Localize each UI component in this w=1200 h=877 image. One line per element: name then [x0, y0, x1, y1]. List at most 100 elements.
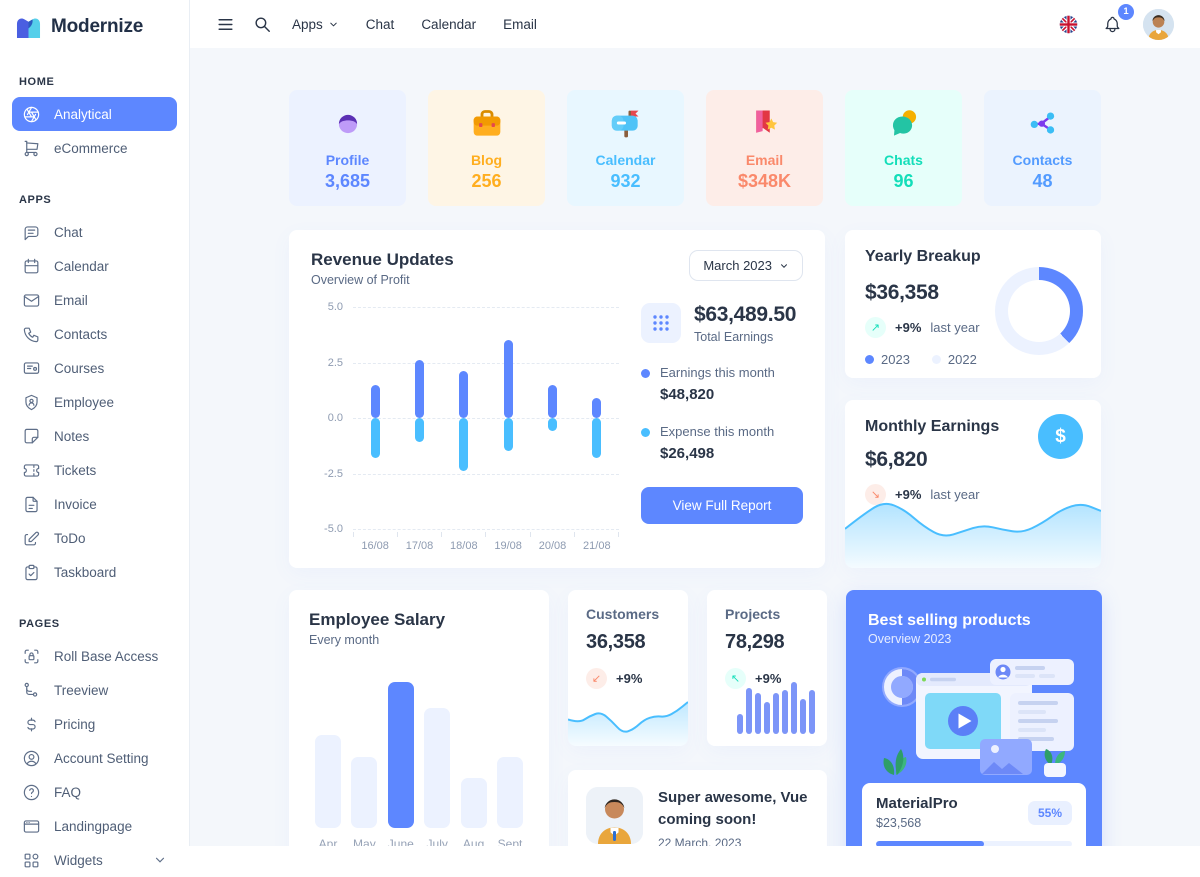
legend-item: Earnings this month $48,820 [641, 365, 803, 403]
product-row: MaterialPro $23,568 55% [876, 795, 1072, 830]
brand-logo[interactable]: Modernize [0, 0, 189, 39]
earnings-bar [503, 340, 513, 418]
x-axis-ticks [353, 532, 619, 537]
sidebar-item-label: Employee [54, 394, 115, 410]
stat-card-email[interactable]: Email $348K [706, 90, 823, 206]
employee-salary-column-sept: Sept [496, 757, 523, 846]
x-axis-tick-label: 18/08 [450, 540, 478, 552]
delta-value: +9% [616, 671, 643, 686]
earnings-bar [414, 360, 424, 418]
stat-card-profile[interactable]: Profile 3,685 [289, 90, 406, 206]
view-full-report-button[interactable]: View Full Report [641, 487, 803, 524]
mailbox-icon [606, 104, 646, 144]
period-select[interactable]: March 2023 [689, 250, 803, 281]
stat-card-calendar[interactable]: Calendar 932 [567, 90, 684, 206]
axis-tick [573, 532, 575, 537]
card-title: Monthly Earnings [865, 418, 1000, 435]
projects-bar [755, 693, 761, 734]
customers-card: Customers 36,358 ↙ +9% [568, 590, 688, 746]
sidebar-item-treeview[interactable]: Treeview [12, 673, 177, 707]
user-avatar[interactable] [1143, 8, 1174, 40]
sidebar-item-ecommerce[interactable]: eCommerce [12, 131, 177, 165]
chat-bubbles-icon [884, 104, 924, 144]
axis-tick [353, 532, 354, 537]
sidebar-item-contacts[interactable]: Contacts [12, 317, 177, 351]
revenue-updates-card: Revenue Updates Overview of Profit March… [289, 230, 825, 568]
sidebar-item-email[interactable]: Email [12, 283, 177, 317]
sidebar-nav: HOME Analytical eCommerce APPS Chat Calendar E… [0, 76, 189, 877]
topbar-link-email[interactable]: Email [503, 16, 537, 32]
uk-flag-icon[interactable] [1055, 11, 1082, 38]
sidebar-item-widgets[interactable]: Widgets [12, 843, 177, 877]
sidebar-item-roll-base-access[interactable]: Roll Base Access [12, 639, 177, 673]
stat-card-blog[interactable]: Blog 256 [428, 90, 545, 206]
sidebar-item-todo[interactable]: ToDo [12, 521, 177, 555]
employee-salary-bar-chart: Apr May June July Aug Sept [309, 673, 529, 846]
sidebar-item-label: Pricing [54, 716, 96, 732]
mail-icon [23, 293, 40, 307]
salary-bar [351, 757, 378, 828]
projects-bar [764, 702, 770, 734]
sidebar-item-landingpage[interactable]: Landingpage [12, 809, 177, 843]
row-three: Employee Salary Every month Apr May June Ju… [289, 590, 1102, 846]
sidebar-item-notes[interactable]: Notes [12, 419, 177, 453]
sidebar-item-courses[interactable]: Courses [12, 351, 177, 385]
currency-dollar-icon: $ [1038, 414, 1083, 459]
search-icon[interactable] [249, 11, 276, 38]
card-title: Best selling products [868, 612, 1031, 629]
message-icon [24, 225, 39, 240]
employee-salary-column-july: July [424, 708, 451, 846]
salary-bar [460, 778, 487, 828]
stat-card-contacts[interactable]: Contacts 48 [984, 90, 1101, 206]
sidebar-item-invoice[interactable]: Invoice [12, 487, 177, 521]
menu-icon[interactable] [212, 11, 239, 38]
row-two: Revenue Updates Overview of Profit March… [289, 230, 1101, 568]
projects-bar [746, 688, 752, 734]
topbar-link-apps[interactable]: Apps [292, 17, 339, 32]
share-network-icon [1024, 104, 1062, 144]
sidebar-item-label: Invoice [54, 496, 97, 512]
sidebar-item-label: Calendar [54, 258, 109, 274]
projects-bar [737, 714, 743, 734]
x-axis-tick-label: 16/08 [361, 540, 389, 552]
earnings-bar [592, 398, 602, 418]
note-icon [24, 428, 39, 443]
y-axis-tick-label: 0.0 [327, 412, 343, 424]
legend-dot-icon [641, 428, 650, 437]
product-text: MaterialPro $23,568 [876, 795, 958, 830]
topbar-link-calendar[interactable]: Calendar [421, 16, 477, 32]
revenue-column-17-08 [414, 307, 424, 529]
projects-delta-row: ↖ +9% [725, 668, 809, 689]
yearly-legend: 2023 2022 [865, 352, 1081, 367]
stat-card-label: Email [745, 152, 784, 168]
stat-card-chats[interactable]: Chats 96 [845, 90, 962, 206]
sidebar-item-chat[interactable]: Chat [12, 215, 177, 249]
legend-item-2022: 2022 [931, 352, 977, 367]
sidebar-item-pricing[interactable]: Pricing [12, 707, 177, 741]
sidebar-item-taskboard[interactable]: Taskboard [12, 555, 177, 589]
modernize-logo-icon [15, 15, 42, 39]
legend-dot-icon [865, 355, 874, 364]
lock-access-icon [24, 649, 39, 663]
sidebar-item-label: Account Setting [54, 750, 149, 766]
sidebar-item-faq[interactable]: FAQ [12, 775, 177, 809]
sidebar-section-title: PAGES [19, 618, 60, 630]
sidebar-item-calendar[interactable]: Calendar [12, 249, 177, 283]
sidebar-item-label: Chat [54, 224, 83, 240]
total-earnings-value: $63,489.50 [694, 303, 797, 326]
components-icon [24, 853, 39, 867]
user-icon [329, 104, 367, 144]
sidebar-item-tickets[interactable]: Tickets [12, 453, 177, 487]
sidebar-item-employee[interactable]: Employee [12, 385, 177, 419]
product-progress-fill [876, 841, 984, 846]
x-axis-tick-label: Sept [497, 837, 523, 846]
sidebar-item-account-setting[interactable]: Account Setting [12, 741, 177, 775]
sidebar-item-label: FAQ [54, 784, 82, 800]
topbar-link-chat[interactable]: Chat [365, 16, 395, 32]
legend-label: Expense this month [660, 424, 775, 439]
sidebar-item-analytical[interactable]: Analytical [12, 97, 177, 131]
sidebar-section-title: APPS [19, 194, 52, 206]
card-subtitle: Every month [309, 633, 380, 647]
legend-dot-icon [931, 355, 941, 364]
bell-icon[interactable] [1099, 11, 1126, 38]
